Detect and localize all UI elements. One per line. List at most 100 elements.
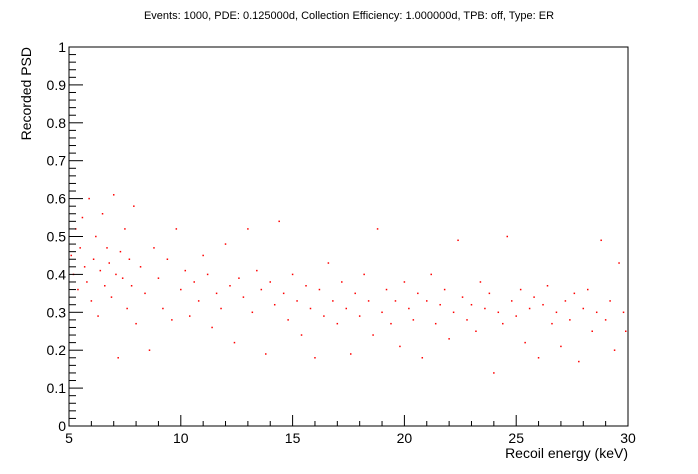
data-point xyxy=(546,285,549,287)
x-tick-label: 20 xyxy=(397,430,413,446)
data-point xyxy=(108,262,110,264)
data-point xyxy=(106,247,108,249)
data-point xyxy=(618,262,620,264)
data-point xyxy=(336,322,339,325)
data-point xyxy=(475,330,477,332)
data-point xyxy=(555,311,558,314)
data-point xyxy=(385,288,388,291)
data-point xyxy=(484,307,486,310)
data-point xyxy=(394,300,397,302)
data-point xyxy=(551,322,553,325)
data-point xyxy=(493,372,495,374)
y-tick-label: 0.8 xyxy=(47,115,67,131)
data-point xyxy=(238,277,240,279)
data-point xyxy=(332,300,334,302)
data-point xyxy=(560,345,562,348)
data-point xyxy=(430,273,432,276)
data-point xyxy=(229,285,231,287)
x-tick-label: 15 xyxy=(285,430,301,446)
plot-frame xyxy=(68,46,629,427)
data-point xyxy=(506,235,509,238)
data-point xyxy=(117,357,119,359)
data-point xyxy=(367,300,370,302)
data-point xyxy=(354,292,356,295)
data-point xyxy=(537,357,540,359)
data-point xyxy=(358,315,361,317)
data-point xyxy=(126,307,128,310)
y-tick-label: 0 xyxy=(58,418,66,434)
data-point xyxy=(115,273,117,276)
y-axis-label: Recorded PSD xyxy=(18,47,34,140)
data-point xyxy=(376,228,379,230)
data-point xyxy=(162,307,164,310)
x-tick-label: 25 xyxy=(508,430,524,446)
data-point xyxy=(515,315,517,317)
data-point xyxy=(157,277,160,279)
y-tick-label: 0.6 xyxy=(47,191,67,207)
data-point xyxy=(578,360,580,363)
data-point xyxy=(121,277,124,279)
x-tick-label: 30 xyxy=(620,430,636,446)
data-point xyxy=(110,296,113,298)
data-point xyxy=(130,285,133,287)
data-point xyxy=(434,322,437,325)
data-point xyxy=(533,296,535,298)
data-point xyxy=(81,216,84,219)
data-point xyxy=(519,288,522,291)
data-point xyxy=(372,334,374,336)
data-point xyxy=(479,281,482,283)
data-point xyxy=(587,288,589,291)
data-point xyxy=(381,311,383,314)
data-point xyxy=(193,281,195,283)
data-point xyxy=(300,334,303,336)
data-point xyxy=(287,319,289,321)
data-point xyxy=(613,349,616,351)
data-point xyxy=(309,307,312,310)
data-point xyxy=(251,311,254,314)
data-point xyxy=(573,292,576,295)
data-point xyxy=(278,220,280,223)
data-point xyxy=(488,292,491,295)
data-point xyxy=(439,303,441,306)
data-point xyxy=(112,194,115,196)
data-point xyxy=(273,303,276,306)
data-point xyxy=(426,300,428,302)
data-point xyxy=(282,292,285,295)
data-point xyxy=(305,285,307,287)
data-point xyxy=(497,311,500,314)
data-point xyxy=(135,322,137,325)
y-tick-label: 1 xyxy=(58,39,66,55)
data-point xyxy=(166,258,169,260)
data-point xyxy=(564,300,567,302)
data-point xyxy=(220,307,222,310)
data-point xyxy=(417,292,419,295)
data-point xyxy=(318,288,321,291)
data-point xyxy=(119,250,122,253)
data-point xyxy=(70,254,72,257)
data-point xyxy=(206,273,209,276)
data-point xyxy=(202,254,204,257)
data-point xyxy=(470,303,473,306)
data-point xyxy=(128,258,131,260)
y-tick-label: 0.7 xyxy=(47,153,67,169)
data-point xyxy=(363,273,365,276)
data-point xyxy=(188,315,191,317)
data-point xyxy=(452,311,455,314)
data-point xyxy=(542,303,544,306)
data-point xyxy=(622,311,625,314)
data-point xyxy=(524,341,526,344)
data-point xyxy=(502,322,504,325)
data-point xyxy=(144,292,146,295)
chart-title: Events: 1000, PDE: 0.125000d, Collection… xyxy=(144,10,554,22)
data-point xyxy=(457,239,459,242)
data-point xyxy=(171,319,173,321)
data-point xyxy=(595,311,598,314)
data-point xyxy=(461,296,464,298)
data-point xyxy=(327,262,330,264)
plot-border xyxy=(68,46,629,427)
data-point xyxy=(604,319,607,321)
data-point xyxy=(625,330,627,332)
data-point xyxy=(256,269,258,272)
data-point xyxy=(412,319,415,321)
